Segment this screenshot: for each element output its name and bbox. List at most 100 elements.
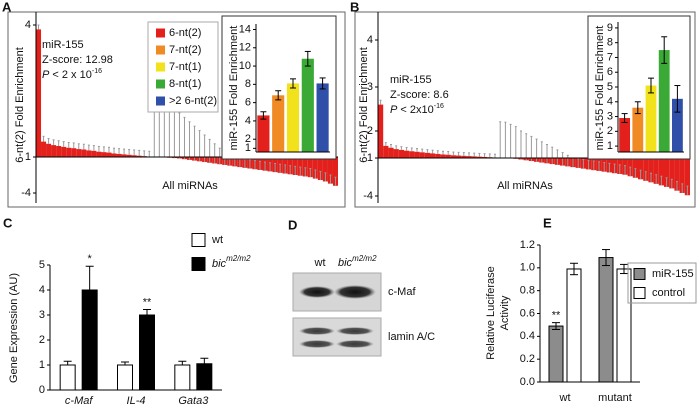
bar [679, 158, 685, 193]
error-bar [63, 360, 72, 365]
legend-swatch [191, 257, 206, 271]
bar [566, 268, 582, 383]
blot-strip [292, 317, 382, 357]
panel-frame [354, 11, 696, 208]
error-bar [462, 152, 465, 156]
error-bar [582, 159, 585, 169]
error-bar [121, 361, 129, 365]
error-bar [290, 78, 296, 89]
error-bar [494, 153, 496, 158]
bar [86, 150, 92, 157]
error-bar [670, 178, 673, 189]
legend-label-sup: m2/m2 [226, 254, 251, 263]
bar [76, 149, 82, 157]
legend-frame [627, 262, 697, 304]
error-bar [629, 166, 632, 177]
error-bar [520, 130, 522, 160]
y-tick-label: 10 [239, 60, 251, 72]
y-tick-label: 2 [39, 334, 45, 346]
error-bar [304, 167, 307, 177]
annotation: Z-score: 8.6 [390, 89, 449, 101]
error-bar [525, 133, 528, 161]
error-bar [82, 143, 85, 150]
error-bar [452, 151, 455, 156]
legend-label: 7-nt(1) [169, 61, 201, 73]
error-bar [329, 174, 332, 184]
lane-label-sup: m2/m2 [352, 254, 377, 263]
p-exponent: -16 [92, 68, 102, 75]
chart: E Relative Luciferase Activity 0.0 0.2 0.4 0.6… [485, 215, 697, 404]
y-tick-label: 2 [245, 133, 251, 145]
y-tick-label: 4 [607, 96, 613, 108]
legend-label: 6-nt(2) [169, 27, 201, 39]
error-bar [421, 148, 424, 153]
annotation: miR-155 [42, 39, 84, 51]
x-tick-label: wt [559, 392, 571, 404]
error-bar [208, 138, 211, 163]
bar [61, 146, 67, 157]
bar [674, 158, 680, 191]
y-tick-label: 0.6 [520, 307, 535, 319]
x-tick-label: IL-4 [127, 395, 146, 407]
error-bar [644, 171, 647, 181]
bar [81, 289, 98, 391]
blot-band [336, 340, 374, 348]
y-tick-label: 8 [245, 78, 251, 90]
panel-label: E [543, 215, 552, 230]
bar [653, 158, 659, 184]
error-bar [624, 165, 626, 175]
bar [81, 149, 87, 157]
error-bar [178, 360, 187, 365]
annotation: Z-score: 12.98 [42, 54, 113, 66]
bar [66, 147, 72, 157]
legend-label: bicm2/m2 [212, 254, 251, 270]
y-tick-label: 8 [607, 37, 613, 49]
bar [616, 268, 632, 383]
y-tick-label: 2 [607, 125, 613, 137]
lane-label: bicm2/m2 [338, 254, 377, 269]
error-bar [473, 152, 476, 157]
bar [111, 153, 117, 157]
error-bar [400, 146, 403, 150]
error-bar [200, 357, 209, 364]
bar [684, 158, 690, 196]
error-bar [618, 164, 621, 174]
legend-swatch [156, 62, 165, 72]
error-bar [193, 125, 196, 161]
bar [106, 152, 112, 157]
error-bar [87, 144, 90, 151]
bar [46, 143, 52, 157]
error-bar [294, 165, 297, 175]
band-label: c-Maf [388, 286, 416, 298]
error-bar [138, 149, 141, 156]
significance-label: ** [143, 296, 152, 308]
bar [317, 157, 323, 181]
error-bar [47, 138, 50, 144]
y-tick-label: 1 [245, 142, 251, 154]
blot-band [334, 285, 376, 299]
error-bar [275, 90, 282, 101]
y-tick-label: 1.2 [520, 239, 535, 251]
panel-label: A [2, 0, 12, 14]
error-bar [620, 263, 628, 275]
legend-label: wt [211, 234, 223, 246]
bar [272, 95, 285, 152]
y-tick-label: 1 [607, 140, 613, 152]
y-tick-label: 5 [607, 81, 613, 93]
error-bar [504, 121, 507, 158]
error-bar [158, 104, 161, 158]
chart: miR-155 Fold Enrichment 1 2 3 4 5 6 7 8 9 [587, 15, 691, 160]
error-bar [634, 168, 637, 178]
error-bar [478, 152, 481, 157]
bar [117, 364, 133, 391]
bar [59, 364, 76, 391]
error-bar [123, 148, 126, 155]
error-bar [173, 110, 176, 159]
error-bar [148, 150, 151, 157]
x-axis-label: All miRNAs [497, 180, 553, 192]
error-bar [309, 168, 312, 178]
error-bar [681, 183, 684, 193]
error-bar [113, 147, 116, 154]
y-tick-label: 1 [367, 152, 373, 164]
error-bar [499, 121, 502, 158]
